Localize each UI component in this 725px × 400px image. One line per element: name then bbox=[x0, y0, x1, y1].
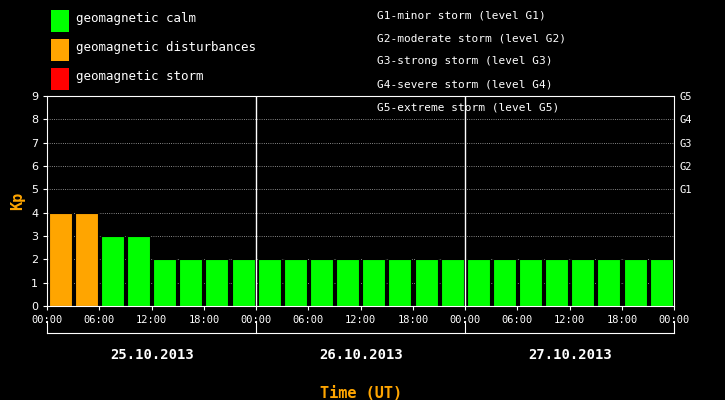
Text: geomagnetic calm: geomagnetic calm bbox=[76, 12, 196, 25]
Bar bbox=[389, 259, 411, 306]
Bar bbox=[624, 259, 647, 306]
Bar bbox=[284, 259, 307, 306]
Bar bbox=[153, 259, 176, 306]
Bar bbox=[493, 259, 516, 306]
Bar bbox=[49, 213, 72, 306]
Text: G4-severe storm (level G4): G4-severe storm (level G4) bbox=[377, 80, 552, 90]
Bar bbox=[310, 259, 333, 306]
Text: 26.10.2013: 26.10.2013 bbox=[319, 348, 402, 362]
Bar bbox=[415, 259, 437, 306]
Text: 25.10.2013: 25.10.2013 bbox=[109, 348, 194, 362]
Bar bbox=[441, 259, 464, 306]
Y-axis label: Kp: Kp bbox=[10, 192, 25, 210]
Bar bbox=[545, 259, 568, 306]
Bar bbox=[101, 236, 124, 306]
Bar bbox=[257, 259, 281, 306]
Text: geomagnetic storm: geomagnetic storm bbox=[76, 70, 204, 83]
Bar bbox=[650, 259, 673, 306]
Bar bbox=[467, 259, 490, 306]
Bar bbox=[205, 259, 228, 306]
Text: G3-strong storm (level G3): G3-strong storm (level G3) bbox=[377, 56, 552, 66]
Bar bbox=[231, 259, 254, 306]
Bar bbox=[597, 259, 621, 306]
Bar bbox=[571, 259, 594, 306]
Text: G1-minor storm (level G1): G1-minor storm (level G1) bbox=[377, 10, 546, 20]
Bar bbox=[75, 213, 98, 306]
Bar bbox=[179, 259, 202, 306]
Text: geomagnetic disturbances: geomagnetic disturbances bbox=[76, 41, 256, 54]
Text: 27.10.2013: 27.10.2013 bbox=[528, 348, 612, 362]
Bar bbox=[336, 259, 359, 306]
Text: G5-extreme storm (level G5): G5-extreme storm (level G5) bbox=[377, 103, 559, 113]
Bar bbox=[519, 259, 542, 306]
Bar bbox=[127, 236, 150, 306]
Text: Time (UT): Time (UT) bbox=[320, 386, 402, 400]
Bar bbox=[362, 259, 385, 306]
Text: G2-moderate storm (level G2): G2-moderate storm (level G2) bbox=[377, 33, 566, 43]
